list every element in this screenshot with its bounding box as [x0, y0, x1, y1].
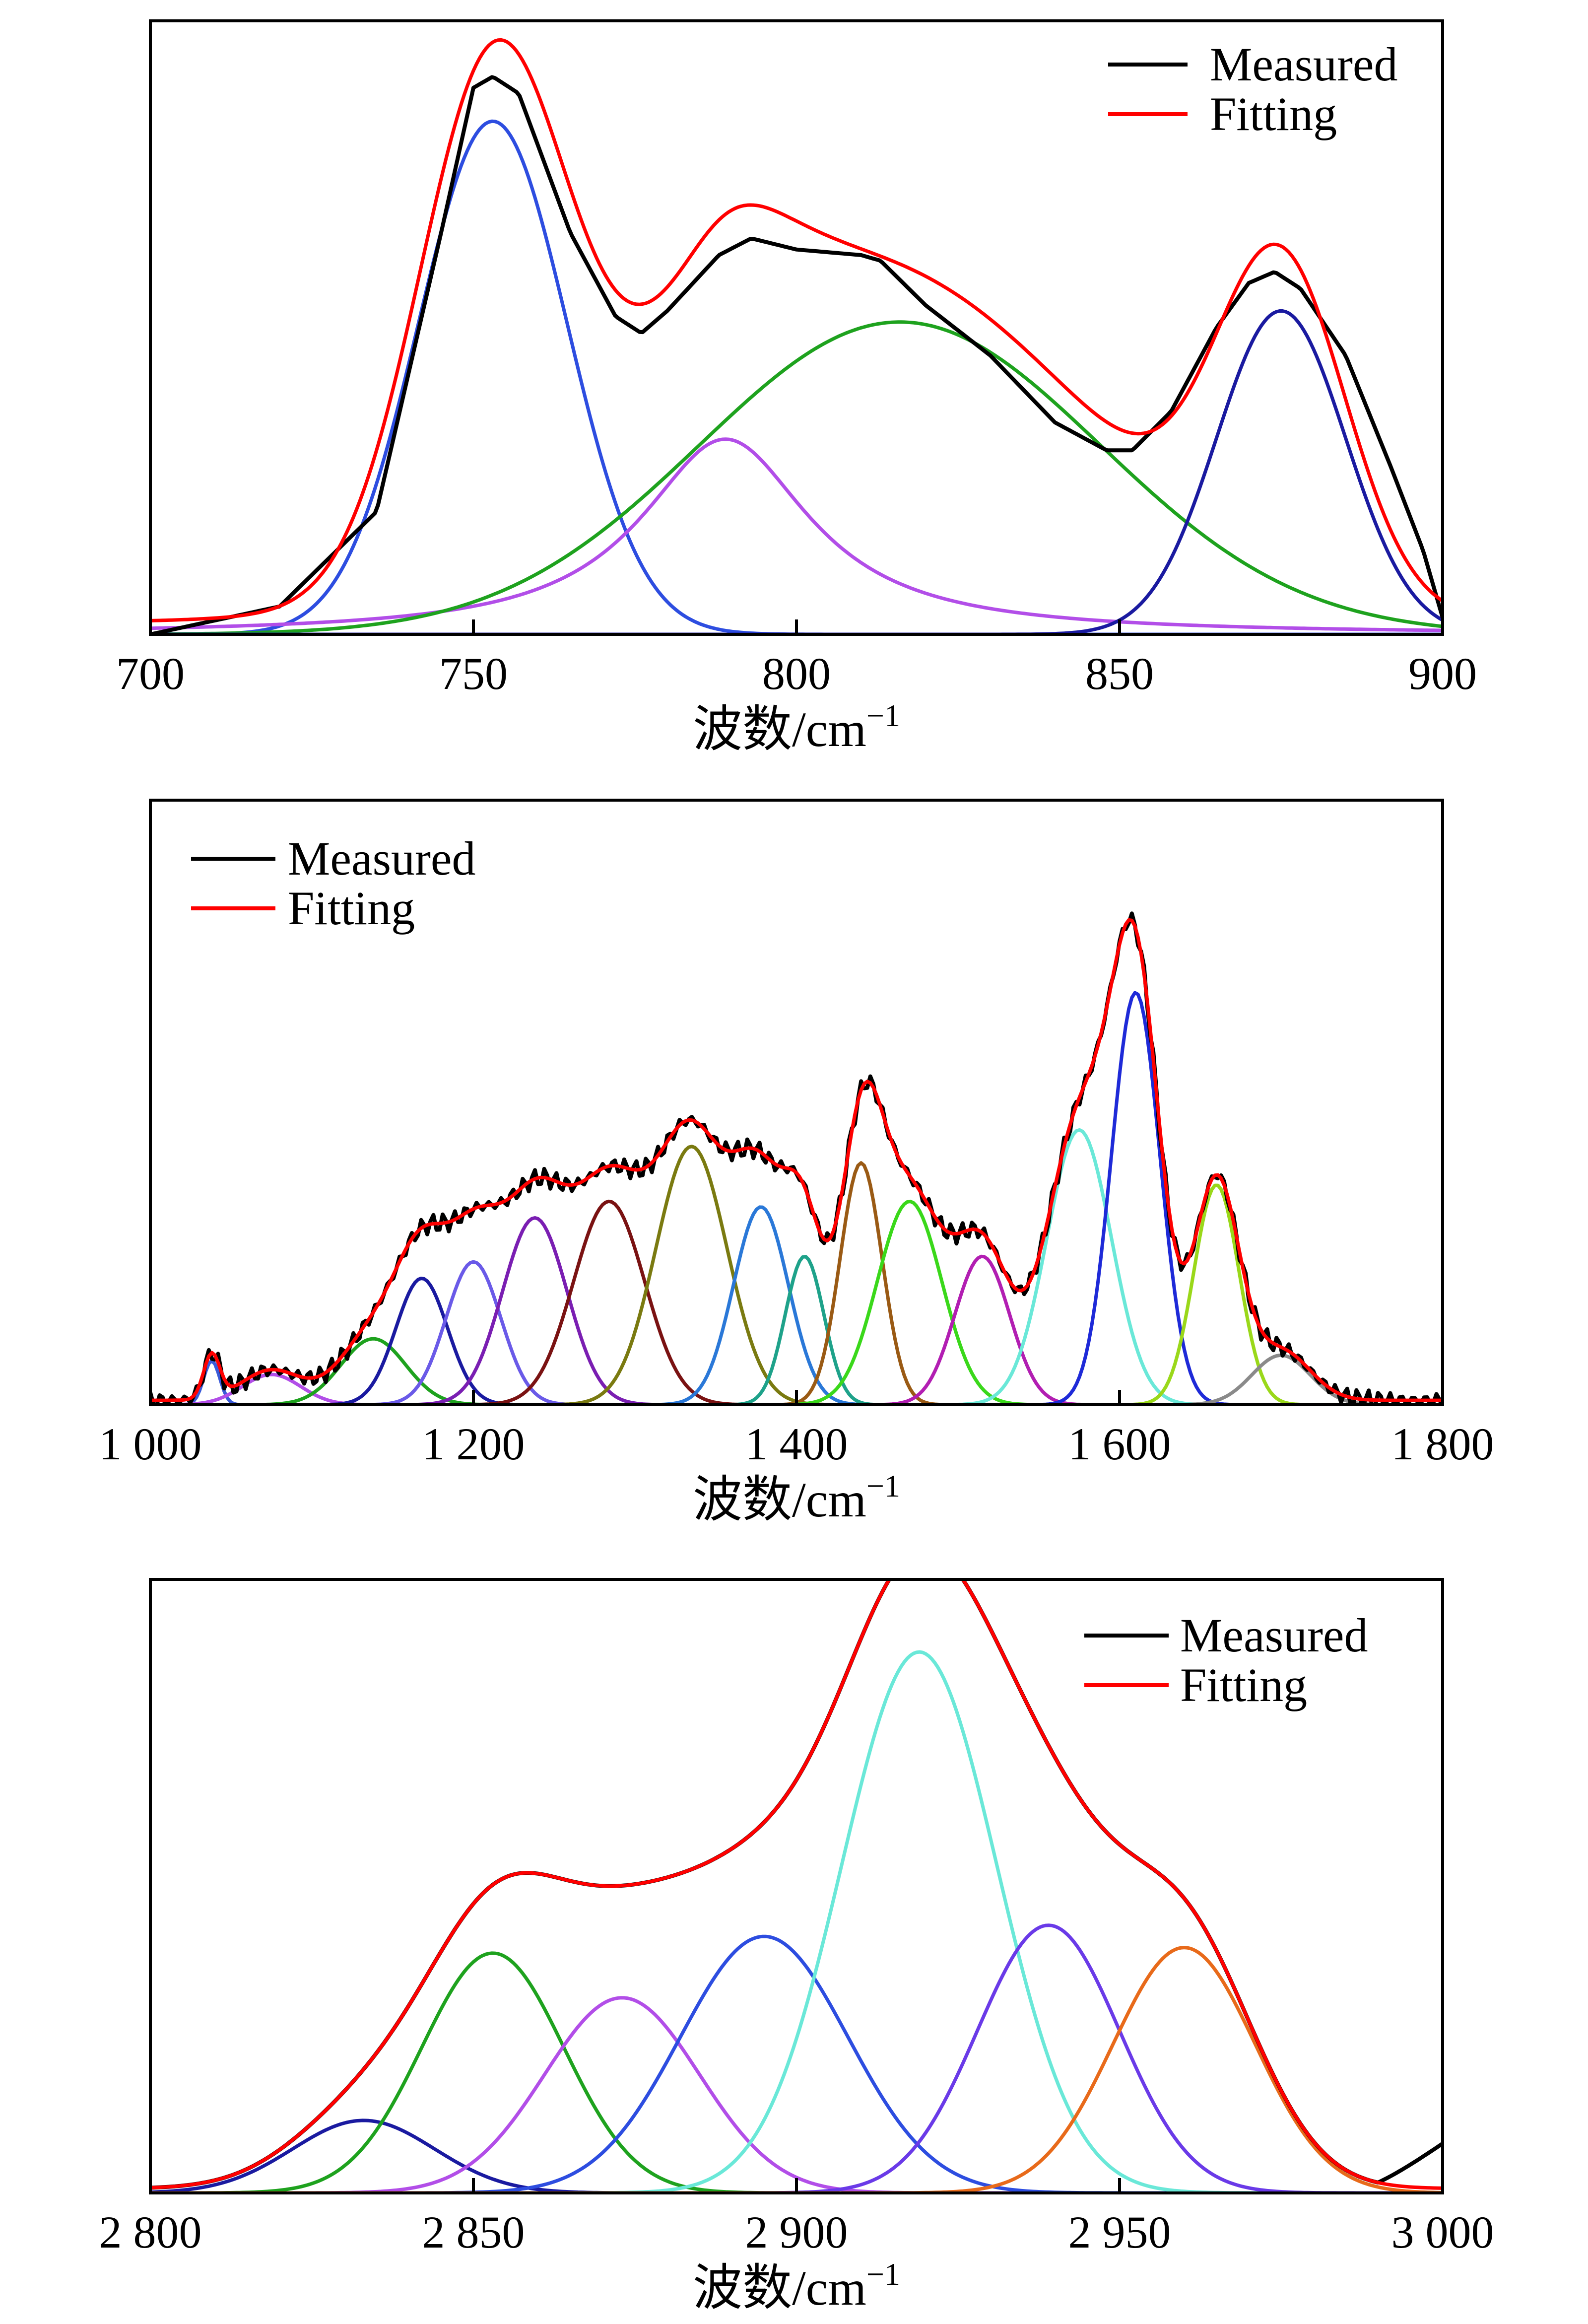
x-tick-label: 700 — [116, 648, 185, 699]
fitting-series — [150, 1579, 1443, 2190]
component-peak-17 — [150, 1354, 1443, 1405]
component-peak-16 — [150, 1183, 1443, 1405]
x-axis-title: 波数/cm−1 — [693, 1468, 900, 1527]
x-tick-label: 2 850 — [422, 2207, 525, 2257]
x-tick-label: 1 800 — [1391, 1419, 1494, 1469]
legend-label-fitting: Fitting — [1210, 87, 1337, 140]
fitting-series — [150, 918, 1443, 1402]
component-peak-1 — [150, 2119, 1443, 2193]
x-tick-label: 900 — [1408, 648, 1477, 699]
component-peak-3 — [150, 320, 1443, 634]
x-tick-label: 850 — [1085, 648, 1154, 699]
x-tick-label: 800 — [762, 648, 831, 699]
legend-label-measured: Measured — [1210, 38, 1398, 91]
x-axis-title: 波数/cm−1 — [693, 2256, 900, 2316]
x-tick-label: 750 — [439, 648, 508, 699]
x-tick-label: 2 800 — [99, 2207, 202, 2257]
component-peak-10 — [150, 1255, 1443, 1405]
component-peak-4 — [150, 1276, 1443, 1405]
chart-panel-3: 2 800 2 850 2 900 2 950 3 000 波数/cm−1 Measured… — [99, 1578, 1494, 2316]
component-peak-4 — [150, 1934, 1443, 2193]
x-tick-label: 1 000 — [99, 1419, 202, 1469]
component-peak-2 — [150, 437, 1443, 632]
legend-label-measured: Measured — [288, 832, 476, 885]
legend-label-fitting: Fitting — [1180, 1658, 1307, 1711]
x-tick-label: 1 400 — [745, 1419, 848, 1469]
x-tick-label: 1 200 — [422, 1419, 525, 1469]
x-tick-label: 1 600 — [1068, 1419, 1171, 1469]
x-tick-label: 2 950 — [1068, 2207, 1171, 2257]
legend-label-measured: Measured — [1180, 1609, 1368, 1662]
component-peak-9 — [150, 1205, 1443, 1405]
x-axis-title: 波数/cm−1 — [693, 698, 900, 757]
component-peak-3 — [150, 1337, 1443, 1405]
fitting-series — [150, 38, 1443, 622]
component-peak-4 — [150, 309, 1443, 634]
x-tick-label: 2 900 — [745, 2207, 848, 2257]
component-peak-7 — [150, 1946, 1443, 2193]
x-tick-label: 3 000 — [1391, 2207, 1494, 2257]
legend-label-fitting: Fitting — [288, 882, 415, 935]
chart-panel-2: 1 000 1 200 1 400 1 600 1 800 波数/cm−1 Measured… — [99, 799, 1494, 1527]
